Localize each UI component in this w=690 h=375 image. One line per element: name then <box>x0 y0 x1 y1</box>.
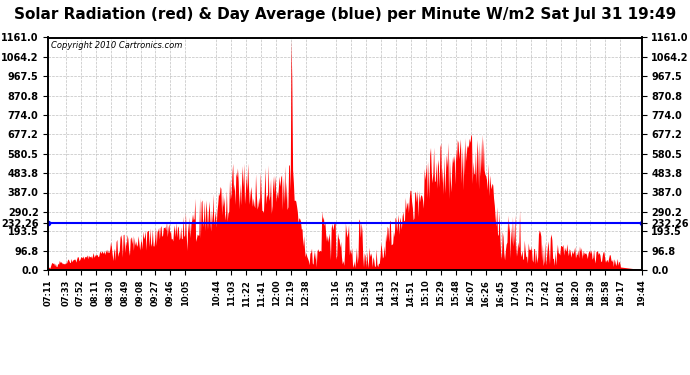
Text: Solar Radiation (red) & Day Average (blue) per Minute W/m2 Sat Jul 31 19:49: Solar Radiation (red) & Day Average (blu… <box>14 8 676 22</box>
Text: Copyright 2010 Cartronics.com: Copyright 2010 Cartronics.com <box>51 41 183 50</box>
